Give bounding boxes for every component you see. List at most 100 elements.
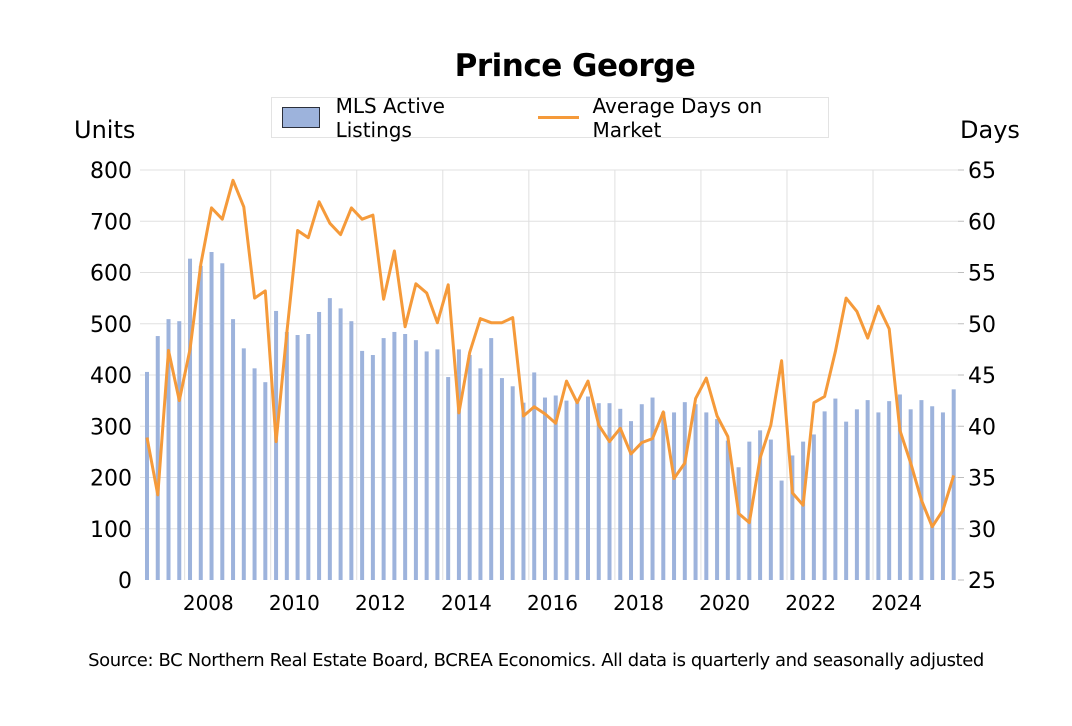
x-tick-label: 2016 <box>527 591 578 615</box>
y-tick-label-left: 300 <box>90 415 132 440</box>
y-tick-label-right: 35 <box>968 467 996 492</box>
y-tick-label-right: 65 <box>968 159 996 184</box>
bar <box>919 400 924 580</box>
bar <box>220 263 225 580</box>
bar <box>736 467 741 580</box>
y-tick-label-left: 600 <box>90 262 132 287</box>
bar <box>844 421 849 580</box>
y-tick-label-right: 45 <box>968 364 996 389</box>
bar <box>758 430 763 580</box>
bar <box>263 382 268 580</box>
bar <box>392 331 397 580</box>
bar <box>155 336 160 580</box>
legend-item-days: Average Days on Market <box>520 94 828 142</box>
bar <box>521 402 526 580</box>
legend-label-listings: MLS Active Listings <box>335 93 445 142</box>
bar <box>725 440 730 580</box>
bar <box>188 258 193 580</box>
bar <box>693 404 698 580</box>
bar <box>403 334 408 580</box>
bar <box>446 377 451 580</box>
bar <box>704 412 709 580</box>
bar <box>424 351 429 580</box>
bar <box>542 397 547 580</box>
y-tick-label-right: 50 <box>968 313 996 338</box>
bar <box>607 403 612 580</box>
bar <box>413 340 418 580</box>
bar <box>295 335 300 580</box>
y-tick-label-left: 200 <box>90 467 132 492</box>
bar <box>833 398 838 580</box>
source-note: Source: BC Northern Real Estate Board, B… <box>88 650 984 671</box>
bar <box>478 368 483 580</box>
x-tick-label: 2022 <box>785 591 836 615</box>
bar <box>166 319 171 580</box>
bar <box>908 409 913 580</box>
y-tick-label-left: 800 <box>90 159 132 184</box>
bar <box>349 321 354 580</box>
bar <box>252 368 257 580</box>
y-tick-label-left: 0 <box>118 569 132 594</box>
bar <box>553 395 558 580</box>
x-tick-label: 2014 <box>441 591 492 615</box>
bar <box>768 439 773 580</box>
bar <box>510 386 515 580</box>
y-tick-label-right: 40 <box>968 415 996 440</box>
line-series <box>145 178 956 529</box>
bar <box>360 350 365 580</box>
bar <box>467 355 472 580</box>
bar <box>801 441 806 580</box>
y-tick-label-right: 55 <box>968 262 996 287</box>
bar <box>650 397 655 580</box>
bar <box>661 411 666 580</box>
bar <box>865 400 870 580</box>
bar <box>585 396 590 580</box>
y-tick-label-left: 700 <box>90 210 132 235</box>
bar <box>317 311 322 580</box>
bar-series <box>145 252 956 580</box>
bar <box>596 403 601 580</box>
bar <box>499 378 504 580</box>
bar <box>489 338 494 580</box>
bar <box>629 421 634 580</box>
x-tick-label: 2008 <box>183 591 234 615</box>
bar <box>564 400 569 580</box>
bar <box>822 411 827 580</box>
bar <box>811 434 816 580</box>
bar <box>381 338 386 580</box>
bar <box>747 441 752 580</box>
axes: 0 100 200 300 400 500 600 700 800 25 30 35 40 45 50 55 6… <box>90 159 996 615</box>
bar <box>618 408 623 580</box>
days-on-market-line <box>145 178 956 529</box>
x-tick-label: 2018 <box>613 591 664 615</box>
bar <box>779 480 784 580</box>
y-tick-label-left: 100 <box>90 518 132 543</box>
bar <box>854 409 859 580</box>
bar <box>338 308 343 580</box>
bar <box>790 455 795 580</box>
bar <box>876 412 881 580</box>
x-tick-label: 2024 <box>871 591 922 615</box>
bar <box>532 372 537 580</box>
bar <box>209 252 214 580</box>
y-tick-label-left: 400 <box>90 364 132 389</box>
x-tick-label: 2010 <box>269 591 320 615</box>
y-tick-label-right: 60 <box>968 210 996 235</box>
bar <box>284 331 289 580</box>
bar <box>951 389 956 580</box>
bar <box>370 355 375 580</box>
bar <box>306 334 311 580</box>
legend-item-listings: MLS Active Listings <box>272 94 520 142</box>
bar <box>456 349 461 580</box>
bar <box>145 371 149 580</box>
bar <box>435 349 440 580</box>
y-axis-title-right: Days <box>960 116 1020 144</box>
bar <box>940 412 945 580</box>
bar <box>897 394 902 580</box>
bar <box>231 319 236 580</box>
bar <box>715 419 720 580</box>
bar <box>639 404 644 580</box>
legend: MLS Active Listings Average Days on Mark… <box>271 94 829 142</box>
bar <box>672 412 677 580</box>
